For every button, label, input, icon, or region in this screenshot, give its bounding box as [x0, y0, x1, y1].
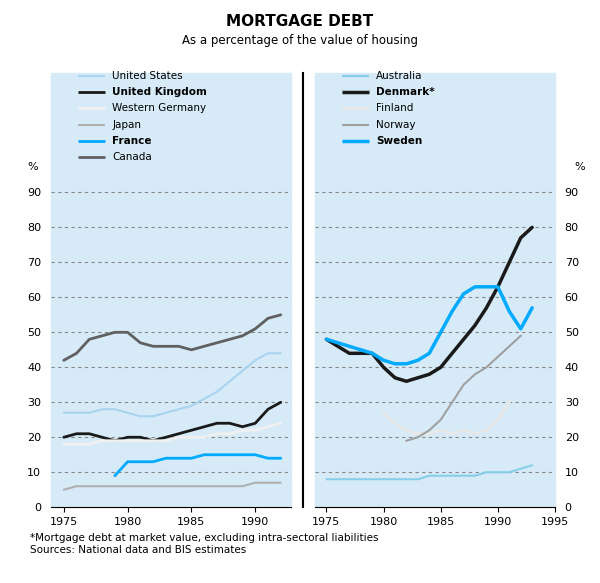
Text: As a percentage of the value of housing: As a percentage of the value of housing	[182, 34, 418, 47]
Text: Denmark*: Denmark*	[376, 87, 435, 97]
Text: Japan: Japan	[112, 120, 141, 130]
Text: Finland: Finland	[376, 103, 413, 114]
Text: Western Germany: Western Germany	[112, 103, 206, 114]
Text: United Kingdom: United Kingdom	[112, 87, 207, 97]
Text: *Mortgage debt at market value, excluding intra-sectoral liabilities
Sources: Na: *Mortgage debt at market value, excludin…	[30, 533, 379, 555]
Text: Canada: Canada	[112, 152, 152, 163]
Text: France: France	[112, 136, 152, 146]
Text: United States: United States	[112, 71, 183, 81]
Text: Sweden: Sweden	[376, 136, 422, 146]
Text: MORTGAGE DEBT: MORTGAGE DEBT	[226, 14, 374, 29]
Text: %: %	[574, 161, 585, 171]
Text: %: %	[27, 161, 38, 171]
Text: Norway: Norway	[376, 120, 416, 130]
Text: Australia: Australia	[376, 71, 423, 81]
